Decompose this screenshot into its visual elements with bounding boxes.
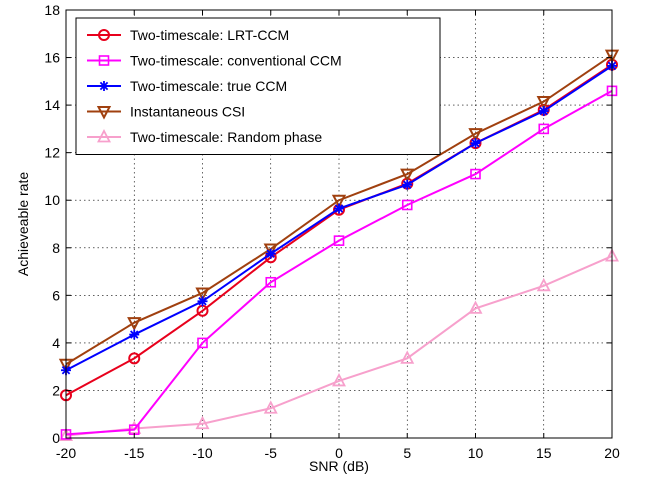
data-point xyxy=(265,276,277,288)
x-tick-label: 5 xyxy=(403,445,411,461)
x-tick-label: -10 xyxy=(192,445,212,461)
legend: Two-timescale: LRT-CCM Two-timescale: con… xyxy=(75,17,441,155)
legend-box xyxy=(75,17,441,155)
data-point xyxy=(401,199,413,211)
data-point xyxy=(468,300,483,314)
legend-label: Two-timescale: conventional CCM xyxy=(130,53,342,69)
data-point xyxy=(333,235,345,246)
data-point xyxy=(332,372,346,387)
legend-item: Two-timescale: conventional CCM xyxy=(87,53,342,69)
x-tick-label: 10 xyxy=(468,445,484,461)
y-tick-label: 6 xyxy=(52,287,60,303)
data-point xyxy=(538,106,549,117)
x-tick-label: 0 xyxy=(335,445,343,461)
data-point xyxy=(128,352,141,365)
y-axis-label: Achieveable rate xyxy=(15,172,31,277)
legend-item: Two-timescale: LRT-CCM xyxy=(87,27,289,43)
ticks: -20 -15 -10 -5 0 5 10 15 20 0 2 4 6 8 10 12 14 16 18 xyxy=(44,2,620,461)
x-tick-label: 15 xyxy=(536,445,552,461)
legend-marker xyxy=(98,55,110,66)
data-point xyxy=(197,296,208,307)
y-tick-label: 4 xyxy=(52,335,60,351)
data-point xyxy=(129,329,140,340)
x-tick-label: 20 xyxy=(604,445,620,461)
y-tick-label: 8 xyxy=(52,240,60,256)
data-point xyxy=(538,123,550,135)
data-point xyxy=(400,168,415,183)
y-tick-label: 0 xyxy=(52,430,60,446)
y-tick-label: 14 xyxy=(44,97,60,113)
data-point xyxy=(197,337,208,349)
data-point xyxy=(470,138,481,149)
legend-label: Two-timescale: LRT-CCM xyxy=(130,27,289,43)
data-point xyxy=(468,128,483,142)
legend-label: Two-timescale: true CCM xyxy=(130,78,287,94)
data-point xyxy=(400,350,415,364)
legend-marker xyxy=(98,29,110,41)
y-tick-label: 10 xyxy=(44,192,60,208)
data-point xyxy=(265,248,276,259)
legend-label: Instantaneous CSI xyxy=(130,104,245,120)
y-tick-label: 12 xyxy=(44,145,60,161)
data-point xyxy=(127,317,142,331)
data-point xyxy=(402,179,413,190)
y-tick-label: 2 xyxy=(52,382,60,398)
legend-marker xyxy=(99,81,109,91)
legend-item: Two-timescale: Random phase xyxy=(87,129,322,145)
legend-label: Two-timescale: Random phase xyxy=(130,129,322,145)
y-tick-label: 18 xyxy=(44,2,60,18)
legend-marker xyxy=(96,106,112,120)
legend-marker xyxy=(97,129,111,143)
y-tick-label: 16 xyxy=(44,50,60,66)
series-line xyxy=(65,54,613,366)
legend-item: Instantaneous CSI xyxy=(87,104,245,120)
x-axis-label: SNR (dB) xyxy=(309,458,369,474)
data-point xyxy=(470,168,481,180)
data-point xyxy=(195,287,210,302)
series-line xyxy=(65,89,613,436)
data-point xyxy=(536,96,551,110)
data-point xyxy=(334,203,344,214)
data-point xyxy=(195,415,210,430)
data-point xyxy=(263,400,278,414)
series-1 xyxy=(60,85,618,440)
x-tick-label: -5 xyxy=(265,445,278,461)
legend-item: Two-timescale: true CCM xyxy=(87,78,287,94)
data-point xyxy=(536,277,551,292)
series-line xyxy=(65,255,613,437)
x-tick-label: -20 xyxy=(56,445,76,461)
data-point xyxy=(331,194,347,209)
series-layer xyxy=(58,49,620,442)
x-tick-label: -15 xyxy=(124,445,144,461)
